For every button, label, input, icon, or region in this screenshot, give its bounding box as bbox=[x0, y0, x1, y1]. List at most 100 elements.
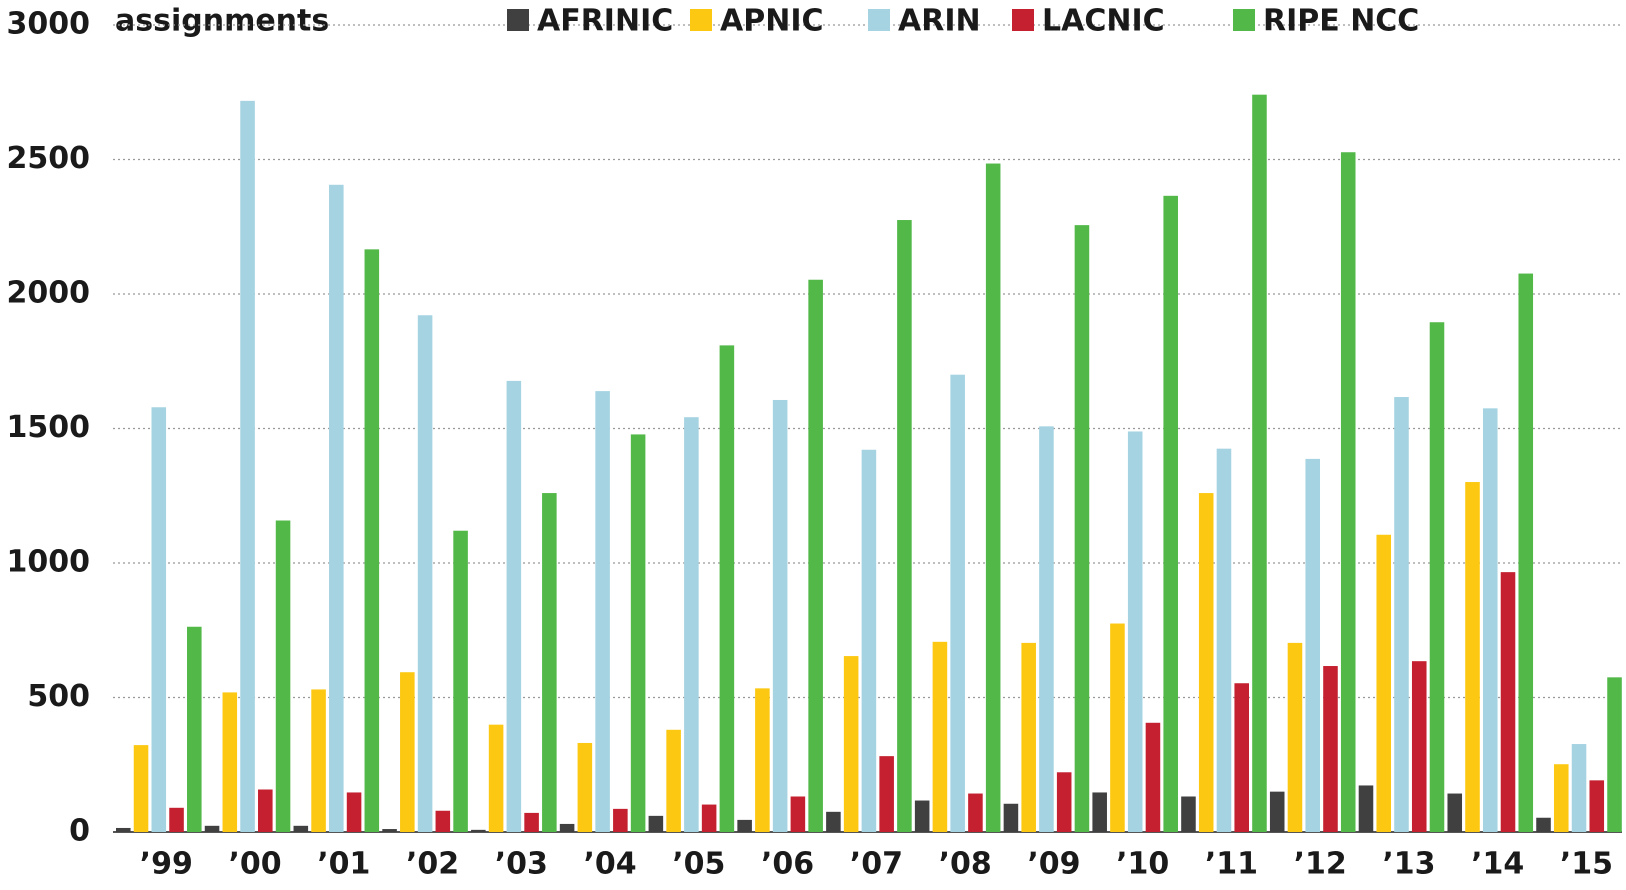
x-tick-label: ’14 bbox=[1471, 847, 1524, 882]
bar bbox=[808, 279, 823, 832]
bar bbox=[258, 789, 273, 832]
bar bbox=[1447, 793, 1463, 832]
bar bbox=[613, 808, 628, 832]
bar bbox=[524, 812, 539, 832]
legend-swatch bbox=[1233, 9, 1255, 31]
bar bbox=[1553, 764, 1569, 832]
bar bbox=[559, 823, 575, 832]
x-tick-label: ’04 bbox=[584, 847, 637, 882]
bar bbox=[701, 804, 717, 832]
bar bbox=[1500, 572, 1516, 832]
bar bbox=[542, 493, 557, 832]
bar bbox=[595, 391, 610, 832]
bar bbox=[1518, 273, 1534, 832]
bar bbox=[1074, 225, 1090, 833]
bar bbox=[151, 407, 167, 832]
bar bbox=[293, 825, 309, 832]
legend-label: RIPE NCC bbox=[1263, 4, 1419, 39]
x-tick-label: ’06 bbox=[761, 847, 814, 882]
bar bbox=[932, 641, 948, 832]
bar bbox=[417, 315, 433, 833]
bar bbox=[1571, 744, 1587, 832]
bar bbox=[1127, 431, 1143, 832]
bar bbox=[1536, 817, 1551, 832]
bar bbox=[133, 745, 149, 832]
y-axis-label: assignments bbox=[115, 4, 329, 39]
y-tick-label: 0 bbox=[69, 814, 90, 849]
x-tick-label: ’13 bbox=[1382, 847, 1435, 882]
bar bbox=[1269, 791, 1285, 832]
bar bbox=[1589, 780, 1605, 832]
bar bbox=[985, 163, 1001, 832]
bar bbox=[861, 449, 877, 832]
x-tick-label: ’00 bbox=[228, 847, 281, 882]
bar bbox=[187, 626, 202, 832]
bar bbox=[772, 399, 788, 832]
bar bbox=[1145, 722, 1161, 832]
bar bbox=[382, 829, 397, 832]
bar bbox=[453, 530, 468, 832]
bar bbox=[737, 819, 752, 832]
bar bbox=[1287, 642, 1303, 832]
x-tick-label: ’12 bbox=[1294, 847, 1347, 882]
bar bbox=[1056, 772, 1072, 832]
bar bbox=[1110, 623, 1125, 832]
bar bbox=[471, 829, 486, 832]
bar bbox=[275, 520, 291, 832]
legend-swatch bbox=[507, 9, 529, 31]
x-tick-label: ’05 bbox=[672, 847, 725, 882]
bar bbox=[1323, 666, 1338, 832]
bar bbox=[1234, 683, 1249, 832]
y-tick-label: 2500 bbox=[7, 141, 91, 176]
x-tick-label: ’99 bbox=[140, 847, 193, 882]
bar bbox=[169, 807, 184, 832]
bar bbox=[843, 656, 859, 832]
bar bbox=[311, 689, 326, 832]
y-tick-label: 2000 bbox=[7, 276, 91, 311]
bar bbox=[968, 793, 983, 832]
x-tick-label: ’11 bbox=[1205, 847, 1258, 882]
bar bbox=[666, 729, 681, 832]
bar bbox=[204, 825, 220, 832]
bar bbox=[1607, 677, 1622, 832]
bar bbox=[684, 417, 699, 832]
bar bbox=[1394, 397, 1409, 832]
x-tick-label: ’02 bbox=[406, 847, 459, 882]
bar bbox=[950, 374, 965, 832]
bar bbox=[1340, 152, 1356, 832]
bar bbox=[790, 796, 806, 832]
bar bbox=[400, 672, 415, 832]
bar bbox=[630, 434, 646, 832]
bar bbox=[116, 827, 131, 832]
bar bbox=[577, 742, 593, 832]
bar bbox=[826, 811, 841, 832]
bar bbox=[488, 724, 504, 832]
bar bbox=[1305, 458, 1321, 832]
bar bbox=[1021, 642, 1036, 832]
x-tick-label: ’09 bbox=[1027, 847, 1080, 882]
bar bbox=[1163, 195, 1178, 832]
bar bbox=[1003, 803, 1019, 832]
legend-swatch bbox=[1012, 9, 1034, 31]
y-tick-label: 1500 bbox=[7, 410, 91, 445]
x-tick-label: ’01 bbox=[317, 847, 370, 882]
bar bbox=[1429, 322, 1445, 832]
bar bbox=[1252, 94, 1267, 832]
bar bbox=[1411, 661, 1427, 832]
bar bbox=[1358, 785, 1374, 832]
x-tick-label: ’03 bbox=[495, 847, 548, 882]
legend-label: ARIN bbox=[898, 4, 981, 39]
bar bbox=[755, 688, 770, 832]
bar bbox=[1092, 792, 1107, 832]
legend-swatch bbox=[868, 9, 890, 31]
bar bbox=[329, 184, 344, 832]
bar bbox=[914, 800, 930, 832]
bar bbox=[222, 692, 238, 832]
bar bbox=[364, 249, 380, 832]
bar bbox=[1376, 534, 1392, 832]
bar bbox=[1198, 493, 1214, 832]
bar bbox=[897, 220, 912, 832]
bar bbox=[1039, 426, 1054, 832]
bar bbox=[240, 100, 255, 832]
